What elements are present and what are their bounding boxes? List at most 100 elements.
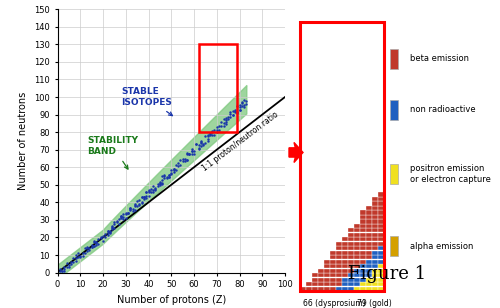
Bar: [324, 287, 330, 291]
Bar: [360, 246, 366, 250]
Bar: [366, 228, 372, 233]
Bar: [348, 260, 354, 264]
Bar: [348, 237, 354, 241]
Bar: [378, 255, 384, 259]
Text: non radioactive: non radioactive: [410, 105, 476, 114]
Bar: [366, 210, 372, 215]
Bar: [348, 287, 354, 291]
Bar: [366, 282, 372, 286]
Bar: [378, 224, 384, 228]
Bar: [378, 233, 384, 237]
Bar: [372, 224, 378, 228]
Bar: [354, 246, 360, 250]
Bar: [342, 260, 348, 264]
Bar: [360, 269, 366, 273]
Bar: [354, 224, 360, 228]
Bar: [366, 287, 372, 291]
Bar: [372, 242, 378, 246]
Bar: [354, 278, 360, 282]
Bar: [348, 269, 354, 273]
Text: 1:1 proton/neutron ratio: 1:1 proton/neutron ratio: [201, 110, 280, 172]
Text: Figure 1: Figure 1: [348, 265, 426, 283]
Bar: [348, 273, 354, 278]
Bar: [336, 255, 342, 259]
Bar: [378, 246, 384, 250]
Text: STABILITY
BAND: STABILITY BAND: [87, 136, 138, 169]
Bar: [360, 242, 366, 246]
Bar: [360, 210, 366, 215]
Bar: [360, 219, 366, 224]
Bar: [330, 273, 336, 278]
Bar: [378, 282, 384, 286]
Bar: [378, 228, 384, 233]
Bar: [342, 273, 348, 278]
Bar: [318, 278, 324, 282]
Bar: [390, 100, 398, 120]
Bar: [390, 236, 398, 257]
Bar: [300, 287, 306, 291]
Bar: [354, 264, 360, 268]
Bar: [354, 233, 360, 237]
Bar: [372, 237, 378, 241]
Bar: [336, 251, 342, 255]
Bar: [378, 251, 384, 255]
Bar: [366, 246, 372, 250]
Bar: [378, 237, 384, 241]
Bar: [336, 278, 342, 282]
Bar: [372, 233, 378, 237]
Text: STABLE
ISOTOPES: STABLE ISOTOPES: [121, 87, 172, 116]
Text: 79 (gold): 79 (gold): [357, 299, 392, 308]
Bar: [372, 264, 378, 268]
Bar: [366, 219, 372, 224]
Bar: [306, 287, 312, 291]
Bar: [366, 206, 372, 210]
Bar: [348, 282, 354, 286]
Bar: [318, 287, 324, 291]
Text: 66 (dysprosium): 66 (dysprosium): [303, 299, 366, 308]
Bar: [378, 206, 384, 210]
Bar: [318, 273, 324, 278]
Bar: [372, 210, 378, 215]
Bar: [372, 228, 378, 233]
Bar: [372, 201, 378, 205]
Bar: [372, 246, 378, 250]
Bar: [312, 273, 318, 278]
Bar: [348, 242, 354, 246]
Bar: [360, 237, 366, 241]
Bar: [372, 278, 378, 282]
Bar: [378, 273, 384, 278]
Bar: [366, 273, 372, 278]
Bar: [378, 242, 384, 246]
Bar: [348, 255, 354, 259]
Bar: [336, 269, 342, 273]
Text: alpha emission: alpha emission: [410, 242, 474, 251]
Bar: [360, 228, 366, 233]
Bar: [354, 260, 360, 264]
Bar: [360, 282, 366, 286]
Bar: [198, 44, 237, 132]
Bar: [372, 219, 378, 224]
Bar: [330, 287, 336, 291]
Bar: [324, 260, 330, 264]
Bar: [306, 282, 312, 286]
Bar: [390, 49, 398, 69]
Bar: [366, 233, 372, 237]
Bar: [324, 282, 330, 286]
Bar: [324, 269, 330, 273]
Bar: [336, 242, 342, 246]
Bar: [360, 273, 366, 278]
Bar: [366, 251, 372, 255]
Bar: [336, 282, 342, 286]
Bar: [342, 264, 348, 268]
Bar: [372, 215, 378, 219]
Bar: [324, 264, 330, 268]
Bar: [378, 210, 384, 215]
Bar: [354, 251, 360, 255]
Bar: [366, 255, 372, 259]
Bar: [360, 233, 366, 237]
Bar: [366, 278, 372, 282]
Bar: [348, 228, 354, 233]
Bar: [330, 282, 336, 286]
Bar: [354, 228, 360, 233]
Bar: [342, 255, 348, 259]
